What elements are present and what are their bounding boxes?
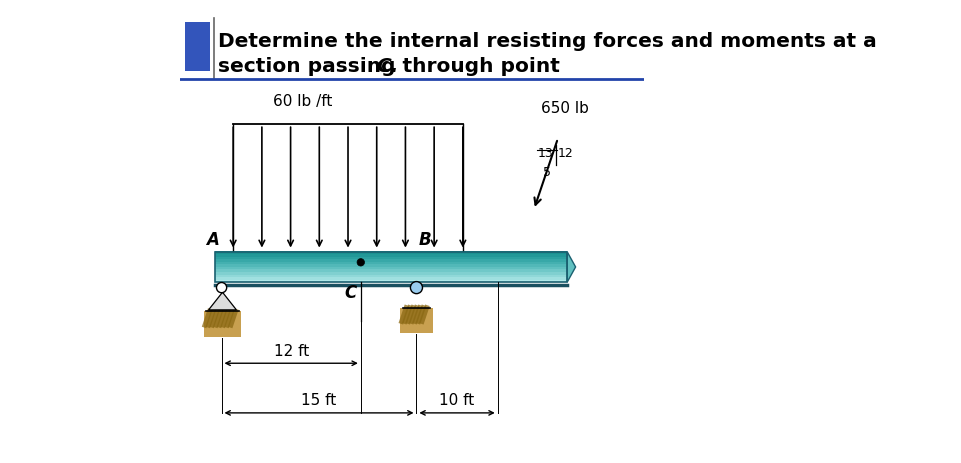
Bar [214,254,567,257]
Bar [214,272,567,275]
Text: 650 lb: 650 lb [541,101,589,116]
Bar [400,308,432,333]
Bar [214,264,567,268]
Bar [214,280,567,282]
Circle shape [410,282,423,294]
Text: section passing through point: section passing through point [218,57,567,76]
Bar [214,259,567,263]
Bar [214,267,567,270]
Text: 60 lb /ft: 60 lb /ft [273,94,333,109]
Text: 13: 13 [537,146,554,159]
Bar [204,312,241,337]
Bar [214,269,567,272]
Text: 15 ft: 15 ft [302,393,336,407]
Polygon shape [567,252,576,282]
Text: A: A [206,231,219,249]
Bar [214,277,567,280]
Text: 12: 12 [558,146,574,159]
Circle shape [357,259,364,266]
Text: 12 ft: 12 ft [274,343,308,358]
Bar [185,23,209,72]
Text: B: B [418,231,431,249]
Polygon shape [209,293,236,310]
Bar [214,275,567,277]
Circle shape [216,283,227,293]
Text: 10 ft: 10 ft [439,393,475,407]
Text: C.: C. [376,57,399,76]
Bar [214,252,567,255]
Text: Determine the internal resisting forces and moments at a: Determine the internal resisting forces … [218,32,877,51]
Bar [214,257,567,260]
Text: C: C [345,283,357,301]
Bar [214,262,567,265]
Text: 5: 5 [543,166,552,179]
